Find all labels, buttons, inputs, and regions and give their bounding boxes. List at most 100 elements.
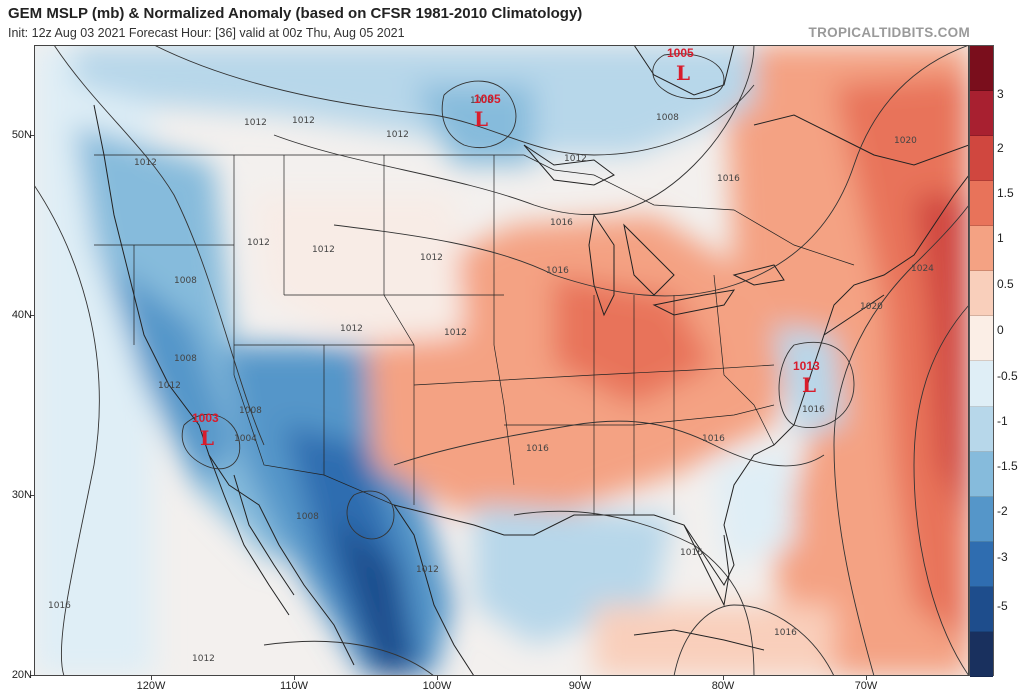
colorbar-segment [970, 541, 993, 587]
low-marker-atlantic[interactable]: 1013 L [793, 359, 820, 397]
lon-tick [866, 676, 867, 680]
coastlines [93, 45, 969, 676]
isobar-label: 1008 [239, 406, 262, 416]
isobar-labels: 1012 1012 1012 1012 1008 1008 1012 1012 … [48, 96, 934, 664]
isobar-label: 1016 [48, 601, 71, 611]
lon-tick [723, 676, 724, 680]
lat-tick [30, 675, 34, 676]
colorbar-segment [970, 181, 993, 227]
isobar-label: 1020 [860, 302, 883, 312]
low-pressure-value: 1005 [667, 46, 694, 60]
lon-tick [437, 676, 438, 680]
isobar-label: 1012 [247, 238, 270, 248]
isobar-label: 1016 [774, 628, 797, 638]
lon-label: 120W [136, 680, 166, 692]
brand-watermark: TROPICALTIDBITS.COM [808, 25, 970, 40]
lat-tick [30, 495, 34, 496]
low-pressure-symbol: L [200, 426, 214, 450]
low-marker-ontario[interactable]: 1005 L [474, 92, 501, 131]
isobar-label: 1016 [802, 405, 825, 415]
low-marker-southwest[interactable]: 1003 L [192, 411, 219, 450]
lat-label: 20N [11, 669, 32, 681]
anomaly-shading [34, 45, 969, 676]
isobar-label: 1012 [292, 116, 315, 126]
low-pressure-symbol: L [474, 107, 488, 131]
colorbar-label: -1.5 [997, 459, 1018, 473]
low-pressure-symbol: L [676, 61, 690, 85]
lat-tick [30, 135, 34, 136]
colorbar-label: 1 [997, 231, 1004, 245]
isobar-label: 1004 [234, 434, 257, 444]
colorbar-segment [970, 91, 993, 137]
lat-label: 40N [11, 309, 32, 321]
isobar-label: 1012 [192, 654, 215, 664]
isobar-label: 1012 [134, 158, 157, 168]
low-pressure-value: 1003 [192, 411, 219, 425]
colorbar-segment [970, 136, 993, 182]
colorbar-segment [970, 496, 993, 542]
colorbar-label: 3 [997, 87, 1004, 101]
lon-label: 100W [422, 680, 452, 692]
isobars [34, 45, 969, 676]
map-frame [34, 45, 969, 676]
colorbar-label: -1 [997, 414, 1008, 428]
map-title: GEM MSLP (mb) & Normalized Anomaly (base… [8, 5, 583, 22]
colorbar-segment [970, 406, 993, 452]
colorbar-segment [970, 316, 993, 362]
isobar-label: 1008 [656, 113, 679, 123]
isobar-label: 1012 [312, 245, 335, 255]
isobar-label: 1012 [444, 328, 467, 338]
isobar-label: 1020 [894, 136, 917, 146]
isobar-label: 1012 [340, 324, 363, 334]
low-pressure-symbol: L [802, 373, 816, 397]
isobar-label: 1012 [416, 565, 439, 575]
lon-tick [294, 676, 295, 680]
colorbar-label: 0 [997, 323, 1004, 337]
colorbar-segment [970, 226, 993, 272]
low-pressure-markers: 1005 L 1005 L 1013 L 1003 L [192, 46, 820, 450]
anomaly-colorbar [969, 45, 994, 677]
isobar-label: 1012 [386, 130, 409, 140]
colorbar-segment [970, 451, 993, 497]
lon-label: 110W [280, 680, 308, 692]
isobar-label: 1012 [420, 253, 443, 263]
lat-tick [30, 315, 34, 316]
lon-tick [151, 676, 152, 680]
lon-label: 90W [568, 680, 592, 692]
low-pressure-value: 1005 [474, 92, 501, 106]
isobar-label: 1008 [470, 96, 493, 106]
colorbar-label: 2 [997, 141, 1004, 155]
map-canvas[interactable]: 1012 1012 1012 1012 1008 1008 1012 1012 … [34, 45, 969, 676]
isobar-label: 1016 [546, 266, 569, 276]
isobar-label: 1016 [550, 218, 573, 228]
lat-label: 30N [11, 489, 32, 501]
colorbar-segment [970, 271, 993, 317]
colorbar-segment [970, 631, 993, 677]
lat-label: 50N [11, 129, 32, 141]
isobar-label: 1012 [158, 381, 181, 391]
low-pressure-value: 1013 [793, 359, 820, 373]
isobar-label: 1012 [564, 154, 587, 164]
colorbar-label: -5 [997, 599, 1008, 613]
map-svg: 1012 1012 1012 1012 1008 1008 1012 1012 … [34, 45, 969, 676]
isobar-label: 1012 [244, 118, 267, 128]
political-borders [94, 154, 855, 515]
lon-label: 70W [854, 680, 878, 692]
colorbar-segment [970, 586, 993, 632]
lon-tick [580, 676, 581, 680]
colorbar-label: -3 [997, 550, 1008, 564]
map-subtitle: Init: 12z Aug 03 2021 Forecast Hour: [36… [8, 26, 405, 40]
low-marker-hudson[interactable]: 1005 L [667, 46, 694, 85]
isobar-label: 1016 [702, 434, 725, 444]
colorbar-segment [970, 361, 993, 407]
colorbar-label: -0.5 [997, 369, 1018, 383]
colorbar-label: 0.5 [997, 277, 1014, 291]
isobar-label: 1008 [296, 512, 319, 522]
isobar-label: 1024 [911, 264, 934, 274]
lon-label: 80W [711, 680, 735, 692]
colorbar-label: -2 [997, 504, 1008, 518]
colorbar-label: 1.5 [997, 186, 1014, 200]
isobar-label: 1016 [526, 444, 549, 454]
isobar-label: 1008 [174, 354, 197, 364]
isobar-label: 1016 [717, 174, 740, 184]
